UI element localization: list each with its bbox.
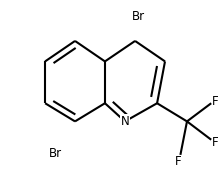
- Text: F: F: [212, 136, 219, 149]
- Text: Br: Br: [48, 146, 62, 160]
- Text: Br: Br: [132, 9, 145, 23]
- Text: F: F: [175, 155, 182, 168]
- Text: F: F: [212, 95, 219, 108]
- Text: N: N: [121, 115, 129, 128]
